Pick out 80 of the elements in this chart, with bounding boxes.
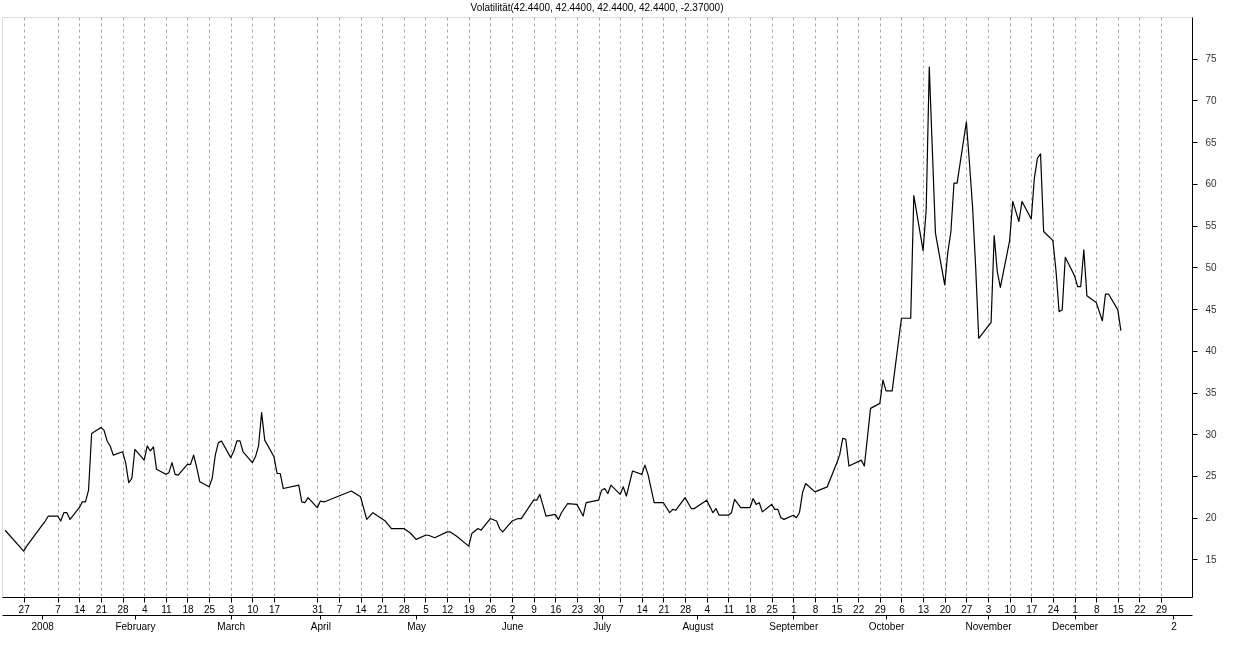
- x2-tick-label: February: [115, 620, 156, 632]
- x-tick-label: 30: [593, 603, 606, 615]
- x-tick-label: 28: [117, 603, 130, 615]
- y-tick-label: 30: [1205, 428, 1218, 440]
- x-tick-label: 15: [831, 603, 844, 615]
- x-tick-label: 28: [680, 603, 692, 615]
- x-tick-label: 16: [550, 603, 562, 615]
- x2-tick-label: June: [501, 620, 524, 632]
- x-tick-label: 27: [18, 603, 31, 615]
- x-tick-label: 22: [853, 603, 865, 615]
- x-tick-label: 22: [1134, 603, 1146, 615]
- x-tick-label: 18: [744, 603, 757, 615]
- x-tick-label: 7: [336, 603, 343, 615]
- y-tick-label: 60: [1205, 178, 1218, 190]
- x-tick-label: 4: [704, 603, 711, 615]
- x-tick-label: 28: [398, 603, 411, 615]
- x-tick-label: 15: [1112, 603, 1125, 615]
- x-tick-label: 3: [985, 603, 992, 615]
- y-tick-label: 65: [1205, 136, 1218, 148]
- x-tick-label: 26: [485, 603, 497, 615]
- x-tick-label: 4: [141, 603, 148, 615]
- x-tick-label: 14: [636, 603, 649, 615]
- x-tick-label: 10: [247, 603, 259, 615]
- x-tick-label: 18: [182, 603, 194, 615]
- x2-tick-label: November: [965, 620, 1013, 632]
- x-tick-label: 1: [790, 603, 797, 615]
- y-tick-label: 75: [1205, 53, 1218, 65]
- x2-tick-label: December: [1051, 620, 1099, 632]
- x-tick-label: 21: [658, 603, 670, 615]
- x-tick-label: 2: [509, 603, 516, 615]
- x-tick-label: 17: [268, 603, 281, 615]
- x-tick-label: 7: [617, 603, 624, 615]
- x-tick-label: 17: [1026, 603, 1038, 615]
- x-tick-label: 21: [377, 603, 389, 615]
- x-tick-label: 14: [74, 603, 86, 615]
- x-tick-label: 23: [571, 603, 584, 615]
- x-tick-label: 21: [95, 603, 108, 615]
- x2-tick-label: 2: [1171, 620, 1178, 632]
- y-tick-label: 50: [1205, 261, 1218, 273]
- x2-tick-label: August: [682, 620, 714, 632]
- chart-title: Volatilität(42.4400, 42.4400, 42.4400, 42.4400, -2.37000): [470, 2, 724, 13]
- x-tick-label: 10: [1004, 603, 1017, 615]
- x2-tick-label: September: [769, 620, 819, 632]
- x-tick-label: 29: [874, 603, 887, 615]
- x-tick-label: 12: [442, 603, 454, 615]
- x-tick-label: 29: [1156, 603, 1168, 615]
- y-tick-label: 35: [1205, 387, 1218, 399]
- x-tick-label: 7: [55, 603, 62, 615]
- x-tick-label: 1: [1072, 603, 1079, 615]
- x-tick-label: 8: [812, 603, 819, 615]
- y-tick-label: 15: [1205, 553, 1218, 565]
- x-tick-label: 9: [531, 603, 538, 615]
- x-tick-label: 31: [312, 603, 324, 615]
- y-tick-label: 25: [1205, 470, 1218, 482]
- x-tick-label: 20: [939, 603, 952, 615]
- line-series: [4, 66, 1122, 552]
- x-tick-label: 3: [228, 603, 235, 615]
- x-tick-label: 13: [918, 603, 930, 615]
- x2-tick-label: October: [868, 620, 905, 632]
- x-tick-label: 24: [1047, 603, 1060, 615]
- x-tick-label: 6: [899, 603, 906, 615]
- y-tick-label: 45: [1205, 303, 1218, 315]
- x-tick-label: 19: [463, 603, 476, 615]
- x2-tick-label: April: [310, 620, 331, 632]
- x-tick-label: 25: [766, 603, 779, 615]
- y-tick-label: 20: [1205, 512, 1218, 524]
- x-tick-label: 27: [961, 603, 973, 615]
- x-tick-label: 11: [723, 603, 735, 615]
- x2-tick-label: 2008: [31, 620, 55, 632]
- x-tick-label: 25: [204, 603, 216, 615]
- y-tick-label: 70: [1205, 94, 1218, 106]
- x-tick-label: 8: [1093, 603, 1100, 615]
- y-tick-label: 40: [1205, 345, 1218, 357]
- x-tick-label: 14: [355, 603, 368, 615]
- x-tick-label: 5: [423, 603, 430, 615]
- x2-tick-label: March: [217, 620, 246, 632]
- x2-tick-label: May: [407, 620, 427, 632]
- x2-tick-label: July: [593, 620, 612, 632]
- y-tick-label: 55: [1205, 220, 1218, 232]
- x-tick-label: 11: [161, 603, 172, 615]
